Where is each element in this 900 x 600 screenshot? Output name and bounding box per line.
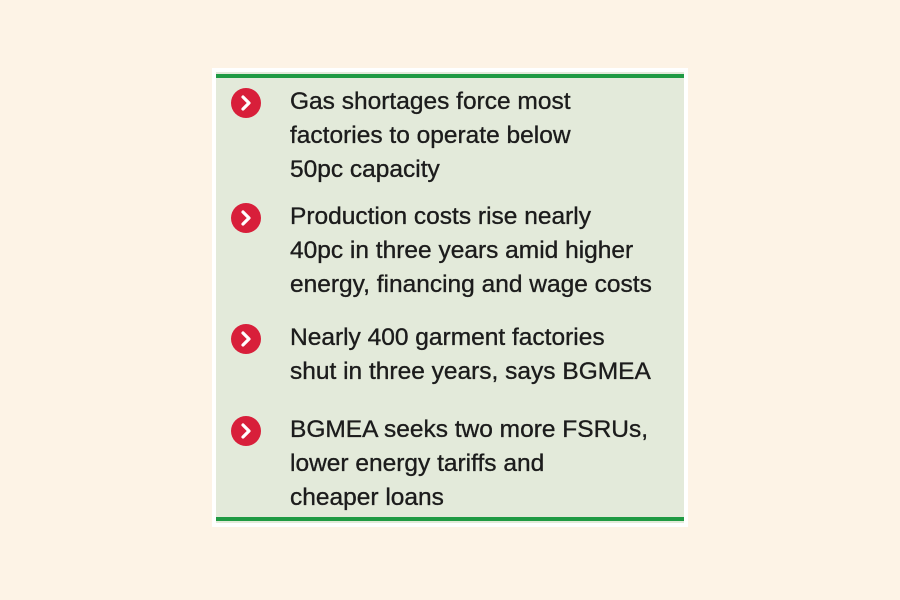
item-text: Gas shortages force most [290,88,571,115]
top-rule [216,74,684,78]
info-box: Gas shortages force most factories to op… [212,68,688,527]
item-text: 40pc in three years amid higher [290,237,634,264]
item-text: Production costs rise nearly [290,203,591,230]
panel: Gas shortages force most factories to op… [216,72,684,523]
bullet-icon [231,203,261,233]
item-text: BGMEA seeks two more FSRUs, [290,416,649,443]
bullet-icon [231,88,261,118]
item-text: 50pc capacity [290,156,440,183]
item-text: factories to operate below [290,122,571,149]
item-text: shut in three years, says BGMEA [290,358,651,385]
item-text: energy, financing and wage costs [290,271,652,298]
bullet-icon [231,324,261,354]
bottom-rule [216,517,684,521]
item-text: cheaper loans [290,484,444,511]
bullet-icon [231,416,261,446]
item-text: lower energy tariffs and [290,450,545,477]
item-text: Nearly 400 garment factories [290,324,605,351]
